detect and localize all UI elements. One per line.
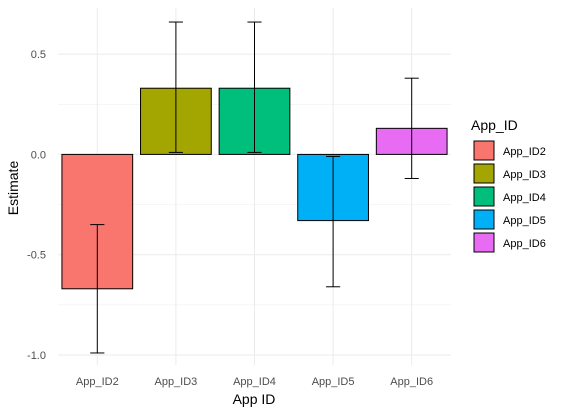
x-axis-title: App ID <box>233 391 276 407</box>
y-tick-label: 0.0 <box>31 149 46 161</box>
legend-label: App_ID6 <box>503 238 546 250</box>
legend-label: App_ID3 <box>503 169 546 181</box>
y-tick-label: -1.0 <box>27 350 46 362</box>
y-axis-ticks: -1.0 -0.5 0.0 0.5 <box>27 49 46 362</box>
legend-key-app-id4 <box>474 187 494 206</box>
y-tick-label: -0.5 <box>27 250 46 262</box>
legend-key-app-id3 <box>474 164 494 183</box>
x-axis-ticks: App_ID2 App_ID3 App_ID4 App_ID5 App_ID6 <box>76 376 433 388</box>
legend-key-app-id2 <box>474 141 494 160</box>
y-tick-label: 0.5 <box>31 49 46 61</box>
legend-label: App_ID5 <box>503 215 546 227</box>
legend-key-app-id5 <box>474 210 494 229</box>
legend-title: App_ID <box>471 117 518 133</box>
x-tick-label: App_ID3 <box>154 376 197 388</box>
x-tick-label: App_ID4 <box>233 376 276 388</box>
y-axis-title: Estimate <box>5 161 21 216</box>
x-tick-label: App_ID2 <box>76 376 119 388</box>
x-tick-label: App_ID6 <box>390 376 433 388</box>
legend-key-app-id6 <box>474 233 494 252</box>
legend-label: App_ID4 <box>503 192 546 204</box>
legend: App_ID App_ID2 App_ID3 App_ID4 App_ID5 App_I… <box>471 117 546 252</box>
legend-label: App_ID2 <box>503 146 546 158</box>
x-tick-label: App_ID5 <box>312 376 355 388</box>
